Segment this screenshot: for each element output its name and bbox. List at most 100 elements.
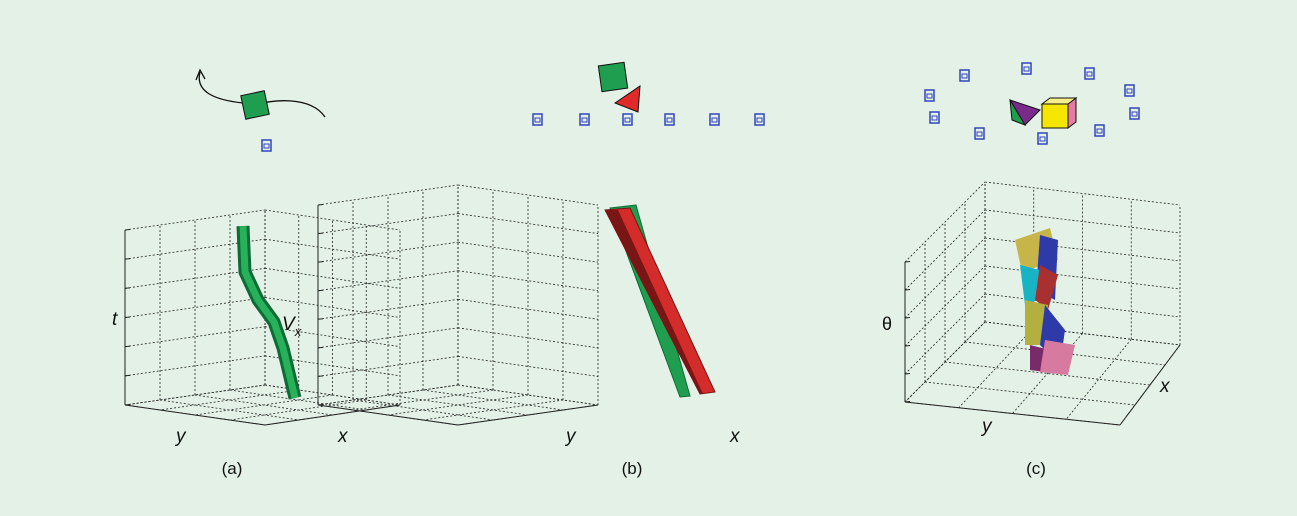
camera-lens [1126, 88, 1133, 94]
camera-body [664, 113, 675, 126]
axis-line [317, 404, 459, 426]
camera-lens [1023, 66, 1030, 72]
camera-body [1129, 107, 1140, 120]
grid-line [229, 399, 367, 421]
ribbon [1020, 265, 1040, 305]
grid-line [984, 181, 1181, 206]
scene-c [1008, 97, 1078, 375]
grid-line [124, 297, 266, 318]
camera-lens [961, 73, 968, 79]
grid-line [124, 384, 266, 406]
camera-body [532, 113, 543, 126]
grid-line [457, 184, 599, 206]
camera [532, 113, 543, 126]
camera-lens [976, 131, 983, 137]
axis-line [904, 317, 911, 319]
cameras-b [532, 113, 765, 126]
axis-line [317, 261, 324, 263]
camera [754, 113, 765, 126]
scene-a [195, 68, 326, 400]
axis-label: y [564, 426, 577, 447]
axis-label: θ [882, 314, 892, 334]
camera-body [929, 111, 940, 124]
object [597, 61, 629, 93]
camera [959, 69, 970, 82]
grid-line [124, 326, 266, 348]
camera [1084, 67, 1095, 80]
camera-lens [624, 117, 631, 123]
ribbon [1040, 340, 1075, 375]
grid-line [457, 213, 599, 234]
cameras-c [924, 62, 1140, 145]
grid-line [457, 270, 599, 292]
camera-lens [1086, 71, 1093, 77]
object [1040, 97, 1078, 105]
camera-body [709, 113, 720, 126]
camera [924, 89, 935, 102]
axis-line [317, 289, 324, 292]
axis-line [124, 345, 131, 348]
grid-line [984, 293, 1181, 318]
camera [1094, 124, 1105, 137]
camera [929, 111, 940, 124]
trajectory-shade [605, 210, 703, 394]
grid-line [422, 389, 564, 411]
axis-line [124, 287, 131, 289]
camera [664, 113, 675, 126]
camera [1021, 62, 1032, 75]
camera-lens [711, 117, 718, 123]
trajectory-highlight [239, 225, 299, 399]
axis-label-main: V [282, 314, 297, 335]
axis-line [457, 404, 599, 426]
grid-line [422, 399, 564, 421]
grid-line [457, 384, 599, 406]
camera-lens [926, 93, 933, 99]
camera-body [974, 127, 985, 140]
grid-line [1065, 338, 1132, 420]
grid-line [984, 321, 1181, 346]
grid-line [317, 298, 459, 320]
camera-lens [666, 117, 673, 123]
grid-line [457, 241, 599, 263]
axis-label: Vx [282, 314, 302, 339]
axis-line [317, 375, 324, 377]
grid-line [264, 209, 401, 231]
camera-lens [581, 117, 588, 123]
axis-line [124, 404, 131, 406]
camera-body [754, 113, 765, 126]
axis-line [317, 346, 324, 349]
grid-line [387, 394, 529, 416]
camera-body [1084, 67, 1095, 80]
camera-lens [1096, 128, 1103, 134]
grid-line [457, 356, 599, 377]
camera-lens [534, 117, 541, 123]
grid-line [387, 394, 529, 416]
camera-body [924, 89, 935, 102]
object [1009, 99, 1027, 126]
grid-line [317, 384, 459, 406]
axis-label: x [729, 426, 741, 447]
camera [974, 127, 985, 140]
grid-line [352, 399, 494, 421]
grid-line [124, 209, 266, 231]
scene-b [597, 61, 716, 398]
camera-body [622, 113, 633, 126]
axis-label-subscript: x [294, 324, 302, 339]
grid-line [264, 297, 401, 318]
grid-line [317, 241, 459, 263]
grid-line [317, 270, 459, 292]
camera [709, 113, 720, 126]
camera [622, 113, 633, 126]
object [613, 85, 641, 113]
grid-line [264, 326, 401, 348]
caption: (b) [622, 459, 643, 478]
grid-line [904, 181, 986, 263]
axis-line [124, 374, 131, 377]
grid-line [124, 355, 266, 377]
camera [261, 139, 272, 152]
camera-lens [756, 117, 763, 123]
axis-line [317, 232, 324, 235]
camera-body [1094, 124, 1105, 137]
grid-line [194, 394, 333, 416]
grid-line [457, 298, 599, 320]
